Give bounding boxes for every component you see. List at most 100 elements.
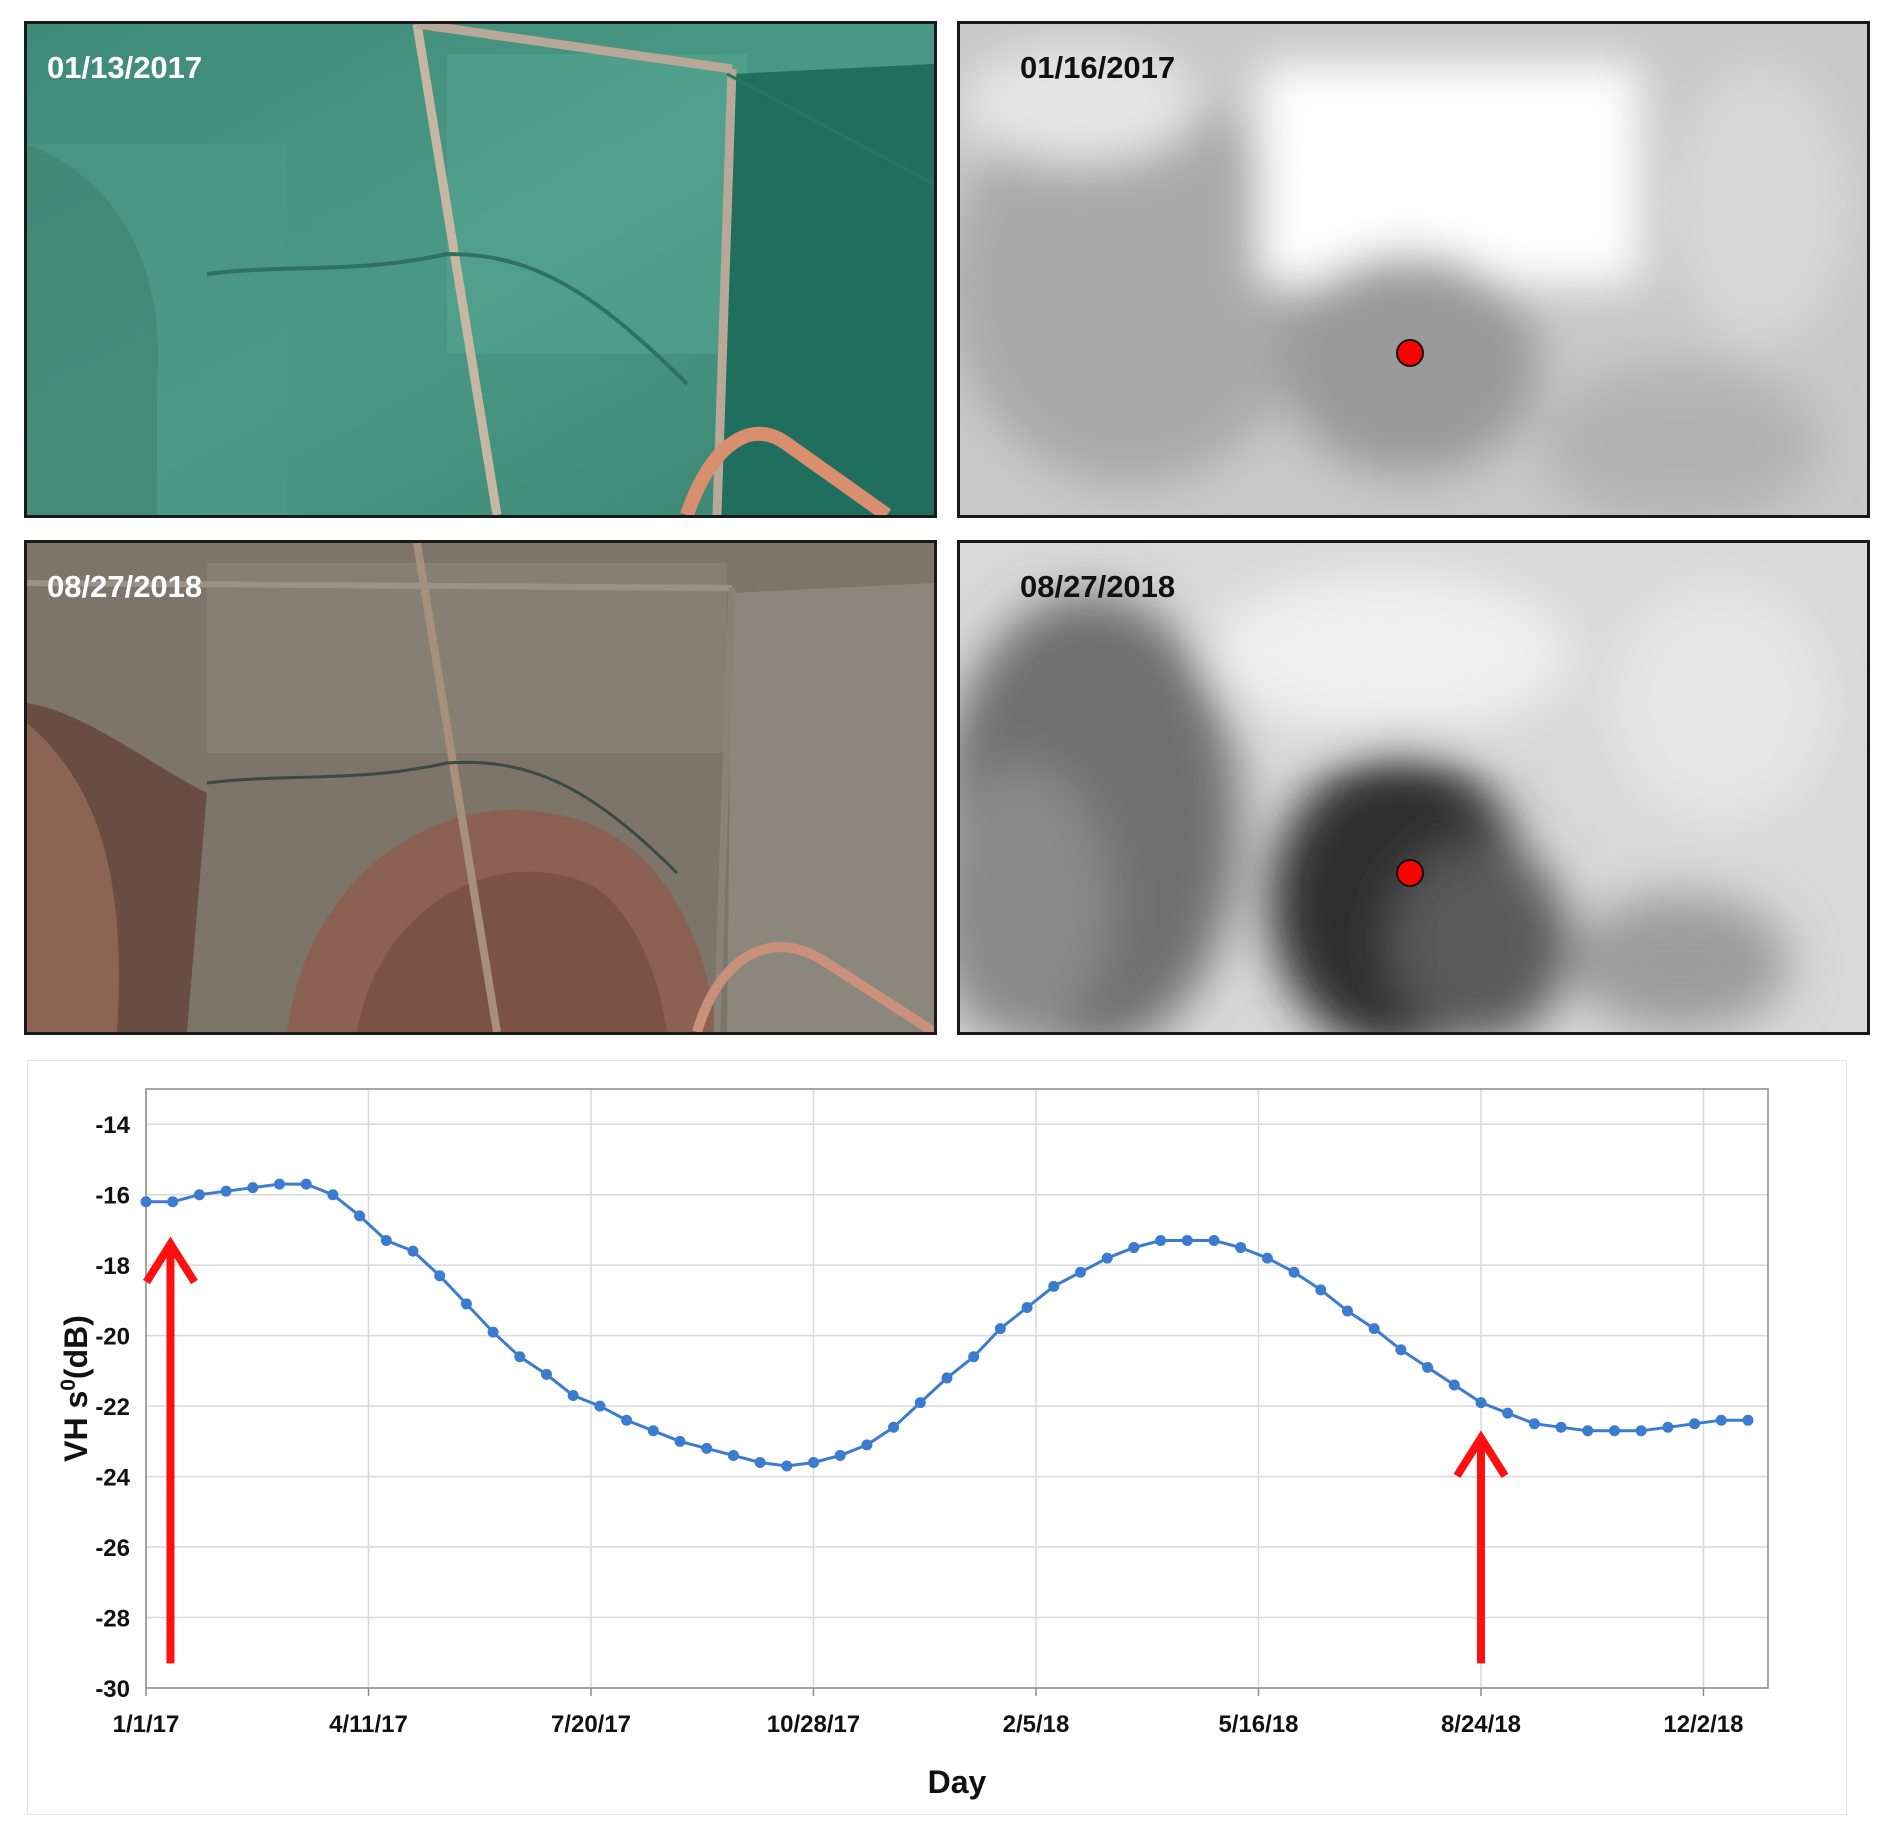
y-tick-label: -28 bbox=[95, 1606, 130, 1633]
x-tick-label: 7/20/17 bbox=[551, 1711, 631, 1738]
data-point bbox=[754, 1456, 766, 1468]
data-point bbox=[1288, 1266, 1300, 1278]
data-point bbox=[1101, 1252, 1113, 1264]
series-line bbox=[146, 1182, 1748, 1468]
data-point bbox=[994, 1323, 1006, 1335]
data-point bbox=[1048, 1280, 1060, 1292]
data-point bbox=[888, 1421, 900, 1433]
data-point bbox=[727, 1449, 739, 1461]
data-point bbox=[1315, 1284, 1327, 1296]
data-point bbox=[914, 1397, 926, 1409]
sar-image-2017-graphic bbox=[960, 24, 1867, 515]
data-point bbox=[1208, 1235, 1220, 1247]
optical-image-2018: 08/27/2018 bbox=[24, 540, 937, 1035]
data-point bbox=[1422, 1361, 1434, 1373]
data-point bbox=[514, 1351, 526, 1363]
optical-image-2017-graphic bbox=[27, 24, 934, 515]
data-point bbox=[1635, 1425, 1647, 1437]
vh-backscatter-chart: -14 -16 -18 -20 -22 -24 -26 -28 -30 1/1/17 4/11/17… bbox=[27, 1060, 1847, 1815]
y-tick-label: -18 bbox=[95, 1253, 130, 1280]
data-point bbox=[1475, 1397, 1487, 1409]
data-point bbox=[647, 1425, 659, 1437]
y-tick-label: -26 bbox=[95, 1535, 130, 1562]
data-point bbox=[167, 1196, 179, 1208]
x-tick-label: 4/11/17 bbox=[329, 1711, 408, 1738]
data-point bbox=[1128, 1242, 1140, 1254]
optical-image-2017: 01/13/2017 bbox=[24, 21, 937, 518]
data-point bbox=[407, 1245, 419, 1257]
data-point bbox=[1155, 1235, 1167, 1247]
x-tick-label: 5/16/18 bbox=[1218, 1711, 1298, 1738]
data-point bbox=[434, 1270, 446, 1282]
data-point bbox=[193, 1189, 205, 1201]
x-tick-label: 1/1/17 bbox=[113, 1711, 180, 1738]
optical-image-2017-date: 01/13/2017 bbox=[47, 50, 203, 85]
data-point bbox=[621, 1414, 633, 1426]
data-point bbox=[140, 1196, 152, 1208]
y-tick-label: -16 bbox=[95, 1183, 130, 1210]
data-point bbox=[1021, 1301, 1033, 1313]
optical-image-2018-graphic bbox=[27, 543, 934, 1032]
data-point bbox=[380, 1235, 392, 1247]
data-point bbox=[594, 1400, 606, 1412]
data-point bbox=[1502, 1407, 1514, 1419]
y-tick-label: -24 bbox=[95, 1465, 130, 1492]
sar-2017-point-marker bbox=[1396, 339, 1424, 367]
red-arrow-head bbox=[1453, 1430, 1509, 1478]
sar-image-2018-date: 08/27/2018 bbox=[1020, 569, 1176, 604]
data-point bbox=[1662, 1421, 1674, 1433]
data-point bbox=[1074, 1266, 1086, 1278]
data-point bbox=[1555, 1421, 1567, 1433]
data-point bbox=[327, 1189, 339, 1201]
data-point bbox=[540, 1368, 552, 1380]
chart-svg: -14 -16 -18 -20 -22 -24 -26 -28 -30 1/1/17 4/11/17… bbox=[57, 1088, 1769, 1800]
sar-image-2017-date: 01/16/2017 bbox=[1020, 50, 1176, 85]
data-point bbox=[701, 1442, 713, 1454]
sar-image-2017: 01/16/2017 bbox=[957, 21, 1870, 518]
chart-series bbox=[140, 1178, 1754, 1472]
x-tick-label: 8/24/18 bbox=[1441, 1711, 1521, 1738]
data-point bbox=[247, 1182, 259, 1194]
data-point bbox=[1341, 1305, 1353, 1317]
chart-tick-labels: -14 -16 -18 -20 -22 -24 -26 -28 -30 1/1/17 4/11/17… bbox=[95, 1112, 1743, 1738]
data-point bbox=[220, 1185, 232, 1197]
x-tick-label: 2/5/18 bbox=[1003, 1711, 1070, 1738]
data-point bbox=[487, 1326, 499, 1338]
data-point bbox=[1448, 1379, 1460, 1391]
chart-grid bbox=[145, 1089, 1768, 1696]
data-point bbox=[1368, 1323, 1380, 1335]
plot-area-border bbox=[145, 1088, 1769, 1689]
data-point bbox=[1261, 1252, 1273, 1264]
data-point bbox=[807, 1456, 819, 1468]
data-point bbox=[834, 1449, 846, 1461]
data-point bbox=[1715, 1414, 1727, 1426]
x-axis-label: Day bbox=[928, 1764, 987, 1800]
data-point bbox=[1235, 1242, 1247, 1254]
data-point bbox=[1608, 1425, 1620, 1437]
sar-image-2018-graphic bbox=[960, 543, 1867, 1032]
y-tick-label: -20 bbox=[95, 1324, 130, 1351]
data-point bbox=[968, 1351, 980, 1363]
sar-image-2018: 08/27/2018 bbox=[957, 540, 1870, 1035]
data-point bbox=[354, 1210, 366, 1222]
data-point bbox=[1181, 1235, 1193, 1247]
x-tick-label: 10/28/17 bbox=[767, 1711, 860, 1738]
y-axis-label-superscript: 0 bbox=[57, 1379, 80, 1391]
y-tick-label: -30 bbox=[95, 1676, 130, 1703]
data-point bbox=[1689, 1418, 1701, 1430]
y-tick-label: -22 bbox=[95, 1394, 130, 1421]
data-point bbox=[941, 1372, 953, 1384]
data-point bbox=[674, 1435, 686, 1447]
red-arrow-head bbox=[143, 1236, 198, 1285]
data-point bbox=[1582, 1425, 1594, 1437]
x-tick-label: 12/2/18 bbox=[1663, 1711, 1743, 1738]
data-point bbox=[567, 1390, 579, 1402]
sar-2018-point-marker bbox=[1396, 859, 1424, 887]
data-point bbox=[300, 1178, 312, 1190]
data-point bbox=[1528, 1418, 1540, 1430]
data-point bbox=[1395, 1344, 1407, 1356]
optical-image-2018-date: 08/27/2018 bbox=[47, 569, 203, 604]
y-axis-label: VH s0(dB) bbox=[57, 1315, 94, 1462]
y-tick-label: -14 bbox=[95, 1112, 130, 1139]
data-point bbox=[273, 1178, 285, 1190]
